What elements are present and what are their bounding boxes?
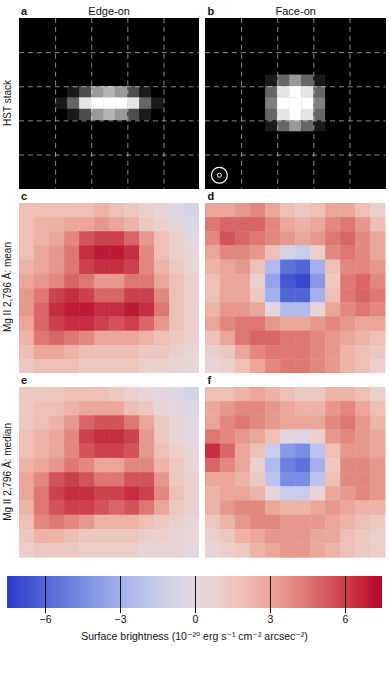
html-text:Mg II 2,796 Å: median: Mg II 2,796 Å: median: [2, 423, 14, 521]
html-text:c: c: [20, 189, 27, 202]
html-text:Mg II 2,796 Å: mean: Mg II 2,796 Å: mean: [2, 242, 14, 333]
svg-text:−3: −3: [115, 613, 127, 625]
svg-text:3: 3: [268, 613, 274, 625]
html-text:e: e: [20, 374, 27, 387]
svg-text:6: 6: [343, 613, 349, 625]
html-text:HST stack: HST stack: [2, 79, 14, 126]
html-text:Surface brightness (10⁻²⁰ erg: Surface brightness (10⁻²⁰ erg s⁻¹ cm⁻² a…: [81, 629, 308, 642]
svg-text:0: 0: [193, 613, 199, 625]
svg-text:−6: −6: [40, 613, 52, 625]
html-text:b: b: [207, 5, 215, 17]
html-text:Edge-on: Edge-on: [88, 5, 130, 17]
html-text:a: a: [20, 5, 27, 17]
html-text:d: d: [207, 189, 215, 202]
html-text:Face-on: Face-on: [275, 5, 316, 17]
html-text:f: f: [207, 374, 212, 387]
